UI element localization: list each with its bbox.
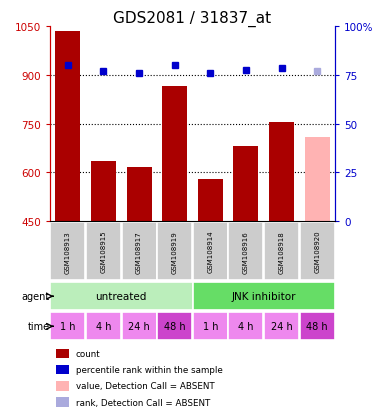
Text: count: count	[76, 349, 100, 358]
Text: rank, Detection Call = ABSENT: rank, Detection Call = ABSENT	[76, 398, 210, 407]
Text: agent: agent	[22, 292, 50, 301]
Bar	[193, 313, 228, 340]
Title: GDS2081 / 31837_at: GDS2081 / 31837_at	[114, 11, 271, 27]
Text: 48 h: 48 h	[306, 321, 328, 332]
Bar	[50, 283, 192, 310]
Bar	[193, 223, 228, 280]
Text: time: time	[28, 321, 50, 332]
Bar	[56, 349, 69, 358]
Bar	[228, 223, 263, 280]
Bar	[300, 313, 335, 340]
Bar	[86, 313, 121, 340]
Bar	[50, 223, 85, 280]
Text: GSM108920: GSM108920	[314, 230, 320, 273]
Text: JNK inhibitor: JNK inhibitor	[231, 292, 296, 301]
Bar	[91, 161, 116, 222]
Text: untreated: untreated	[95, 292, 147, 301]
Bar	[56, 397, 69, 407]
Text: GSM108918: GSM108918	[278, 230, 285, 273]
Bar	[56, 365, 69, 375]
Text: GSM108913: GSM108913	[65, 230, 71, 273]
Bar	[122, 223, 157, 280]
Bar	[228, 313, 263, 340]
Text: value, Detection Call = ABSENT: value, Detection Call = ABSENT	[76, 382, 214, 390]
Bar	[50, 313, 85, 340]
Bar	[55, 32, 80, 222]
Text: 48 h: 48 h	[164, 321, 186, 332]
Bar	[162, 87, 187, 222]
Bar	[157, 223, 192, 280]
Text: percentile rank within the sample: percentile rank within the sample	[76, 365, 223, 374]
Text: GSM108914: GSM108914	[207, 230, 213, 273]
Bar	[300, 223, 335, 280]
Text: 1 h: 1 h	[60, 321, 75, 332]
Text: GSM108915: GSM108915	[100, 230, 107, 273]
Text: GSM108919: GSM108919	[172, 230, 178, 273]
Text: 24 h: 24 h	[271, 321, 292, 332]
Bar	[127, 168, 152, 222]
Bar	[233, 147, 258, 222]
Bar	[157, 313, 192, 340]
Bar	[264, 223, 299, 280]
Text: 4 h: 4 h	[238, 321, 254, 332]
Bar	[86, 223, 121, 280]
Bar	[122, 313, 157, 340]
Bar	[192, 283, 335, 310]
Text: GSM108917: GSM108917	[136, 230, 142, 273]
Bar	[305, 137, 330, 222]
Bar	[264, 313, 299, 340]
Text: 24 h: 24 h	[128, 321, 150, 332]
Bar	[198, 179, 223, 222]
Text: 1 h: 1 h	[203, 321, 218, 332]
Bar	[269, 123, 294, 222]
Bar	[56, 381, 69, 391]
Text: 4 h: 4 h	[96, 321, 111, 332]
Text: GSM108916: GSM108916	[243, 230, 249, 273]
